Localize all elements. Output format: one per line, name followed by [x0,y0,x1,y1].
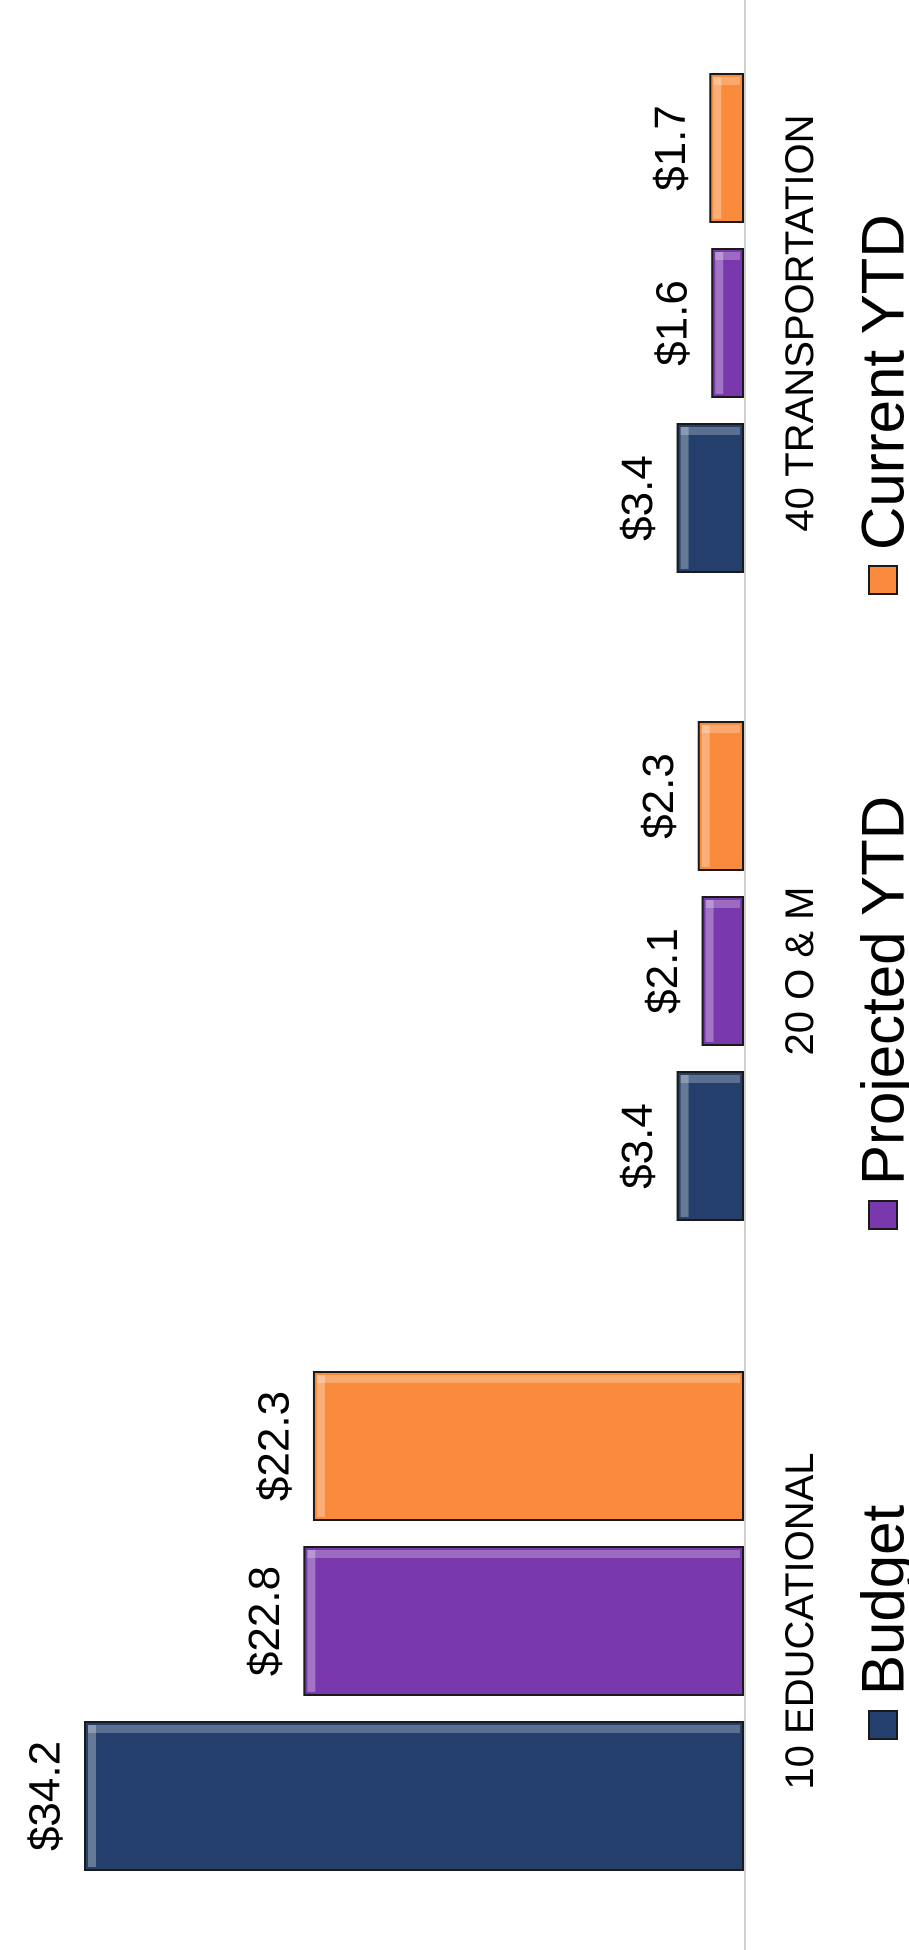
data-label-current-ytd-40-transportation: $1.7 [646,105,695,191]
bar-edge-projected-ytd-20-o-m [705,900,714,1042]
bar-bevel-current-ytd-20-o-m [701,725,740,733]
bar-bevel-projected-ytd-40-transportation [715,252,740,260]
bar-projected-ytd-40-transportation [711,248,744,398]
legend: Budget Projected YTD Current YTD [850,214,909,1740]
legend-swatch-budget [868,1710,898,1740]
bar-projected-ytd-10-educational [303,1546,744,1696]
bar-current-ytd-20-o-m [697,721,744,871]
bar-bevel-current-ytd-40-transportation [713,77,740,85]
bar-budget-40-transportation [676,423,744,573]
legend-label-projected-ytd: Projected YTD [850,796,909,1185]
category-labels: 10 EDUCATIONAL 20 O & M 40 TRANSPORTATION [778,114,822,1789]
bar-budget-10-educational [84,1721,744,1871]
bar-bevel-budget-40-transportation [680,427,740,435]
category-label-20-o-m: 20 O & M [778,887,822,1056]
bar-current-ytd-40-transportation [709,73,745,223]
data-label-budget-40-transportation: $3.4 [613,455,662,541]
bar-projected-ytd-20-o-m [701,896,745,1046]
data-label-current-ytd-10-educational: $22.3 [249,1391,298,1501]
bar-edge-projected-ytd-10-educational [307,1550,316,1692]
bar-edge-current-ytd-40-transportation [713,77,722,219]
data-label-budget-20-o-m: $3.4 [613,1103,662,1189]
category-label-10-educational: 10 EDUCATIONAL [778,1452,822,1789]
legend-swatch-projected-ytd [868,1200,898,1230]
bar-bevel-current-ytd-10-educational [316,1375,740,1383]
bar-bevel-budget-20-o-m [680,1075,740,1083]
data-label-projected-ytd-20-o-m: $2.1 [638,928,687,1014]
bar-budget-20-o-m [676,1071,744,1221]
plot-area: $34.2 $22.8 $22.3 $3.4 $2.1 $2.3 $3.4 $1.6 $1.7 [21,73,745,1871]
legend-label-budget: Budget [850,1505,909,1695]
bar-edge-current-ytd-20-o-m [701,725,710,867]
data-label-projected-ytd-40-transportation: $1.6 [648,280,697,366]
data-label-budget-10-educational: $34.2 [21,1741,70,1851]
data-label-current-ytd-20-o-m: $2.3 [634,753,683,839]
bar-edge-budget-20-o-m [680,1075,689,1217]
category-label-40-transportation: 40 TRANSPORTATION [778,114,822,531]
bar-edge-budget-10-educational [88,1725,96,1867]
bar-edge-budget-40-transportation [680,427,689,569]
bar-bevel-projected-ytd-20-o-m [705,900,740,908]
bar-edge-current-ytd-10-educational [316,1375,325,1517]
bar-current-ytd-10-educational [312,1371,744,1521]
bar-bevel-budget-10-educational [88,1725,740,1733]
legend-label-current-ytd: Current YTD [850,214,909,550]
bar-bevel-projected-ytd-10-educational [307,1550,740,1558]
data-label-projected-ytd-10-educational: $22.8 [240,1566,289,1676]
bar-edge-projected-ytd-40-transportation [715,252,724,394]
legend-swatch-current-ytd [868,565,898,595]
